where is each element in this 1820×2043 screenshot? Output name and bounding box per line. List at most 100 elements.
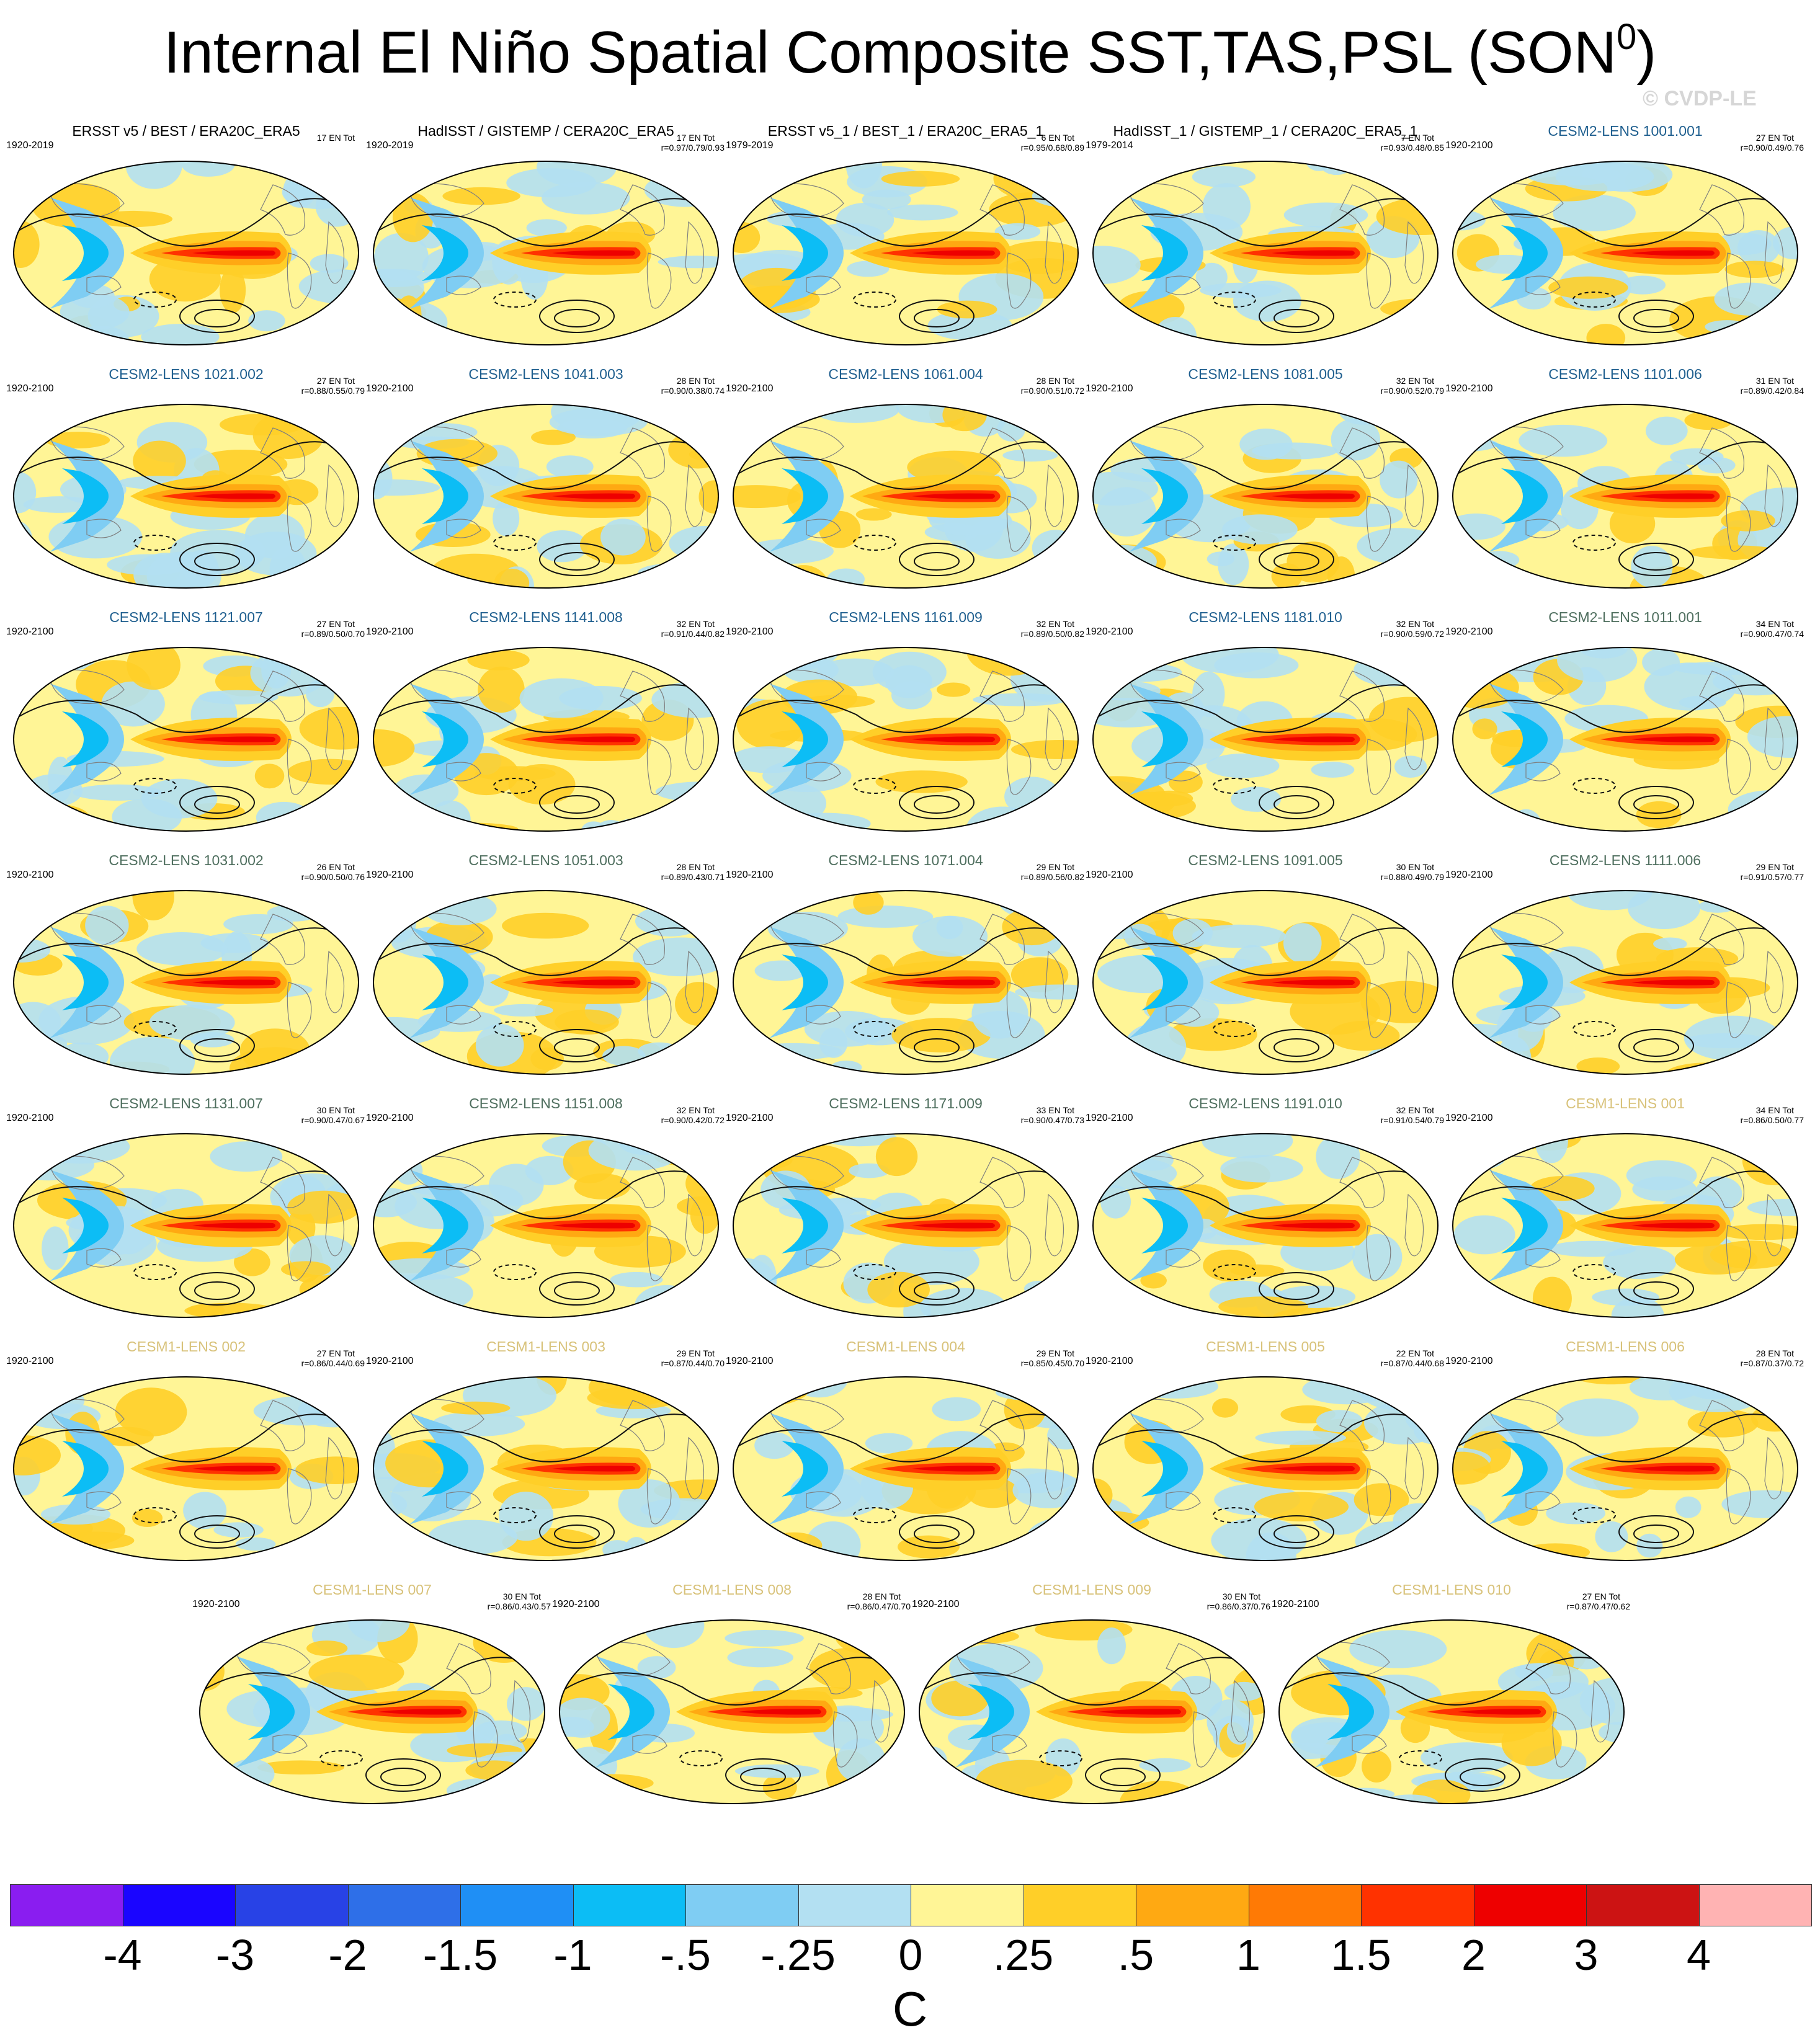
- anomaly-patch: [1772, 226, 1798, 260]
- psl-contour-high: [1618, 1515, 1694, 1549]
- north-america-outline: [1699, 184, 1744, 236]
- asia-outline: [1488, 912, 1564, 947]
- panel-title: CESM2-LENS 1031.002: [109, 852, 264, 868]
- australia-outline: [806, 1491, 841, 1511]
- anomaly-patch: [32, 654, 94, 671]
- australia-outline: [1525, 1491, 1561, 1511]
- panel-title: CESM1-LENS 001: [1566, 1095, 1685, 1111]
- panel-title: CESM2-LENS 1131.007: [109, 1095, 263, 1111]
- map-border: [373, 404, 719, 589]
- south-america-outline: [1366, 496, 1391, 552]
- north-america-outline: [1339, 427, 1385, 479]
- north-america-outline: [1339, 1157, 1385, 1208]
- africa-outline: [325, 1436, 345, 1500]
- psl-contour: [919, 1657, 1264, 1706]
- psl-contour-low: [133, 1507, 177, 1523]
- anomaly-patch: [734, 891, 820, 904]
- north-america-outline: [1699, 670, 1744, 722]
- anomaly-patch: [1254, 1492, 1349, 1522]
- chart-title-text: Internal El Niño Spatial Composite SST,T…: [163, 19, 1617, 86]
- north-america-outline: [260, 1157, 305, 1208]
- south-america-outline: [1366, 252, 1391, 309]
- psl-contour: [1453, 927, 1798, 976]
- anomaly-patch: [1172, 919, 1213, 948]
- anomaly-patch: [1093, 891, 1148, 911]
- warm-tongue-peak: [912, 979, 995, 986]
- africa-outline: [1045, 950, 1064, 1013]
- north-america-outline: [1339, 914, 1385, 965]
- anomaly-patch: [442, 187, 520, 205]
- anomaly-patch: [323, 326, 356, 345]
- psl-contour-high: [194, 552, 240, 571]
- asia-outline: [49, 1155, 125, 1190]
- south-america-outline: [1192, 1711, 1218, 1768]
- anomaly-patch: [223, 914, 293, 935]
- south-america-outline: [1726, 252, 1751, 309]
- asia-outline: [595, 1642, 671, 1676]
- map-panel: CESM2-LENS 1071.004 1920-2100 29 EN Tot r=0…: [726, 852, 1086, 1088]
- panel-pattern-correlation: r=0.86/0.50/0.77: [1740, 1115, 1804, 1125]
- psl-contour-high: [1618, 543, 1694, 576]
- warm-tongue-peak: [192, 979, 275, 986]
- anomaly-patch: [549, 407, 648, 437]
- panel-period: 1920-2100: [1086, 1356, 1133, 1366]
- anomaly-patch: [932, 1397, 981, 1422]
- anomaly-patch: [1620, 275, 1666, 295]
- colorbar-box: [573, 1884, 686, 1926]
- anomaly-patch: [1675, 1496, 1702, 1518]
- south-america-outline: [1006, 739, 1032, 795]
- anomaly-patch: [184, 1302, 278, 1317]
- anomaly-patch: [754, 1431, 795, 1459]
- anomaly-patch: [912, 915, 988, 957]
- anomaly-patch: [897, 1535, 960, 1559]
- anomaly-patch: [1580, 648, 1628, 659]
- australia-outline: [446, 275, 481, 295]
- panel-event-count: 30 EN Tot: [316, 1105, 355, 1115]
- psl-contour-high: [194, 1524, 240, 1543]
- anomaly-patch: [373, 809, 453, 831]
- map-svg: [373, 890, 719, 1075]
- psl-contour-high: [179, 1029, 255, 1062]
- psl-contour-low: [1213, 778, 1256, 794]
- anomaly-patch: [1222, 514, 1298, 545]
- anomaly-patch: [1472, 718, 1497, 740]
- anomaly-patch: [1421, 1742, 1514, 1773]
- warm-tongue-peak: [378, 1709, 462, 1715]
- psl-contour-low: [853, 1021, 896, 1037]
- anomaly-patch: [937, 300, 997, 319]
- anomaly-patch: [1093, 331, 1129, 345]
- anomaly-patch: [1553, 194, 1636, 232]
- psl-contour-high: [1259, 1029, 1334, 1062]
- anomaly-patch: [14, 891, 37, 902]
- colorbar-tick-label: 4: [1687, 1931, 1711, 1979]
- map-border: [733, 161, 1079, 345]
- anomaly-patch: [1453, 907, 1474, 937]
- psl-contour: [733, 927, 1078, 976]
- north-america-outline: [260, 914, 305, 965]
- warm-tongue-peak: [912, 736, 995, 742]
- anomaly-patch: [1670, 448, 1724, 466]
- anomaly-patch: [1456, 891, 1516, 917]
- anomaly-patch: [310, 254, 349, 274]
- cool-horseshoe-core: [1327, 1684, 1374, 1740]
- asia-outline: [1488, 669, 1564, 704]
- psl-contour-low: [1572, 535, 1616, 551]
- anomaly-patch: [1140, 1377, 1192, 1393]
- warm-tongue-peak: [1272, 979, 1355, 986]
- panel-pattern-correlation: r=0.89/0.50/0.70: [301, 629, 365, 639]
- psl-contour: [1093, 441, 1438, 490]
- anomaly-patch: [1362, 1750, 1392, 1783]
- anomaly-patch: [727, 1647, 793, 1668]
- anomaly-patch: [132, 1508, 163, 1528]
- panel-period: 1920-2100: [6, 870, 54, 880]
- anomaly-patch: [1211, 1518, 1307, 1560]
- psl-contour-high: [1259, 543, 1334, 576]
- anomaly-patch: [887, 204, 958, 221]
- panel-title: CESM2-LENS 1001.001: [1548, 123, 1703, 139]
- south-america-outline: [1006, 1468, 1032, 1524]
- panel-pattern-correlation: r=0.86/0.37/0.76: [1207, 1601, 1270, 1611]
- australia-outline: [1166, 762, 1201, 781]
- anomaly-patch: [1384, 1134, 1415, 1162]
- anomaly-patch: [220, 267, 246, 313]
- anomaly-patch: [1453, 1301, 1485, 1317]
